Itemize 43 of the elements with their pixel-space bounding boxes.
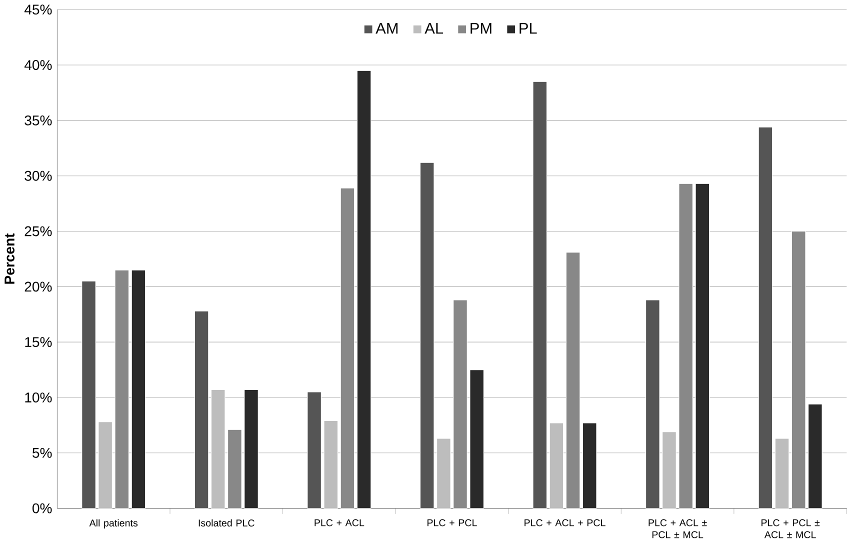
legend-label: AL	[424, 23, 444, 34]
bar	[808, 404, 822, 508]
x-tick-label: PLC + ACL ± PCL ± MCL	[648, 519, 707, 538]
bar	[695, 183, 710, 508]
x-tick-label: PLC + PCL	[428, 519, 477, 526]
y-axis-title: Percent	[4, 233, 14, 284]
bar	[420, 162, 434, 508]
bar	[646, 300, 660, 508]
y-tick-label: 15%	[25, 337, 52, 348]
x-tick-label: PLC + PCL ± ACL ± MCL	[762, 519, 820, 538]
bar	[582, 422, 597, 508]
y-tick-label: 20%	[24, 282, 52, 292]
y-tick-label: 5%	[32, 448, 52, 458]
bar	[470, 370, 484, 508]
bar	[228, 429, 242, 508]
x-tick-label: Isolated PLC	[198, 519, 254, 527]
bar	[566, 252, 580, 508]
y-tick-label: 0%	[32, 503, 52, 514]
legend-label: PL	[520, 23, 537, 34]
bar	[356, 70, 372, 508]
y-tick-label: 25%	[24, 226, 52, 236]
y-tick-label: 35%	[24, 116, 52, 126]
x-tick-label: PLC + ACL	[314, 519, 364, 526]
y-tick-label: 40%	[24, 60, 52, 70]
bar	[758, 126, 773, 508]
bar	[791, 231, 806, 508]
x-tick-label: All patients	[89, 519, 138, 529]
bar	[340, 188, 355, 508]
y-tick-label: 45%	[24, 4, 52, 15]
bar	[678, 183, 693, 508]
bar	[114, 270, 130, 508]
y-tick-label: 10%	[25, 392, 52, 403]
bar	[194, 310, 209, 508]
y-tick-label: 30%	[24, 170, 52, 181]
bar	[453, 300, 468, 508]
bar	[244, 390, 258, 508]
bar	[82, 280, 96, 508]
bar	[307, 392, 322, 508]
bar	[532, 81, 548, 508]
legend-label: PM	[470, 23, 492, 34]
x-tick-label: PLC + ACL + PCL	[524, 519, 606, 526]
bar	[131, 270, 146, 508]
legend-label: AM	[376, 23, 398, 34]
